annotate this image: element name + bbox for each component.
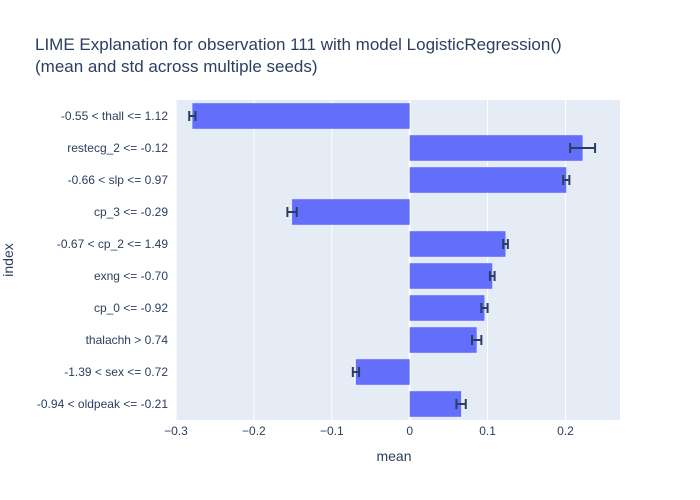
y-tick-label: -1.39 < sex <= 0.72 [64,365,168,379]
error-bar [471,335,483,345]
y-tick-label: cp_0 <= -0.92 [94,301,168,315]
error-bar [488,271,496,281]
bars [192,103,583,417]
x-tick-label: −0.3 [164,424,188,438]
bar [409,391,462,417]
y-tick-labels: -0.55 < thall <= 1.12 restecg_2 <= -0.12 -… [37,109,168,411]
x-tick-labels: −0.3 −0.2 −0.1 0 0.1 0.2 [164,424,574,438]
x-tick-label: 0.2 [557,424,574,438]
chart-title-line1: LIME Explanation for observation 111 wit… [35,35,562,54]
x-tick-label: 0 [406,424,413,438]
x-tick-label: −0.1 [320,424,344,438]
error-bars [188,111,597,409]
y-tick-label: -0.67 < cp_2 <= 1.49 [57,237,168,251]
bar [409,263,493,289]
y-tick-label: restecg_2 <= -0.12 [67,141,168,155]
error-bar [351,367,361,377]
y-tick-label: -0.66 < slp <= 0.97 [68,173,169,187]
chart-title-line2: (mean and std across multiple seeds) [35,57,318,76]
bar [409,167,567,193]
x-axis-title: mean [376,448,411,464]
error-bar [569,143,597,153]
bar [192,103,410,129]
y-tick-label: thalachh > 0.74 [86,333,169,347]
y-tick-label: -0.94 < oldpeak <= -0.21 [37,397,168,411]
error-bar [480,303,489,313]
error-bar [455,399,467,409]
chart-title: LIME Explanation for observation 111 wit… [35,34,562,78]
bar [409,327,477,353]
y-axis-title: index [0,243,16,276]
bar [409,135,583,161]
bar [355,359,410,385]
error-bar [502,239,509,249]
x-tick-label: −0.2 [242,424,266,438]
y-tick-label: -0.55 < thall <= 1.12 [61,109,168,123]
error-bar [286,207,298,217]
y-tick-label: cp_3 <= -0.29 [94,205,168,219]
error-bar [562,175,571,185]
bar [292,199,410,225]
y-tick-label: exng <= -0.70 [94,269,168,283]
error-bar [188,111,197,121]
bar [409,295,485,321]
bar [409,231,506,257]
x-tick-label: 0.1 [479,424,496,438]
